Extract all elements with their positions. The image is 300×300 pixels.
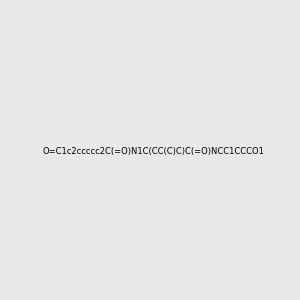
Text: O=C1c2ccccc2C(=O)N1C(CC(C)C)C(=O)NCC1CCCO1: O=C1c2ccccc2C(=O)N1C(CC(C)C)C(=O)NCC1CCC… [43, 147, 265, 156]
